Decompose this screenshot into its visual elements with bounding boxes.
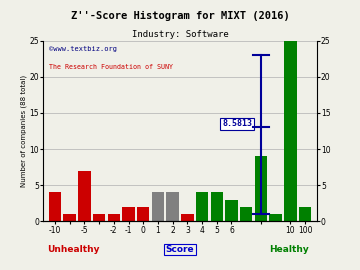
Bar xyxy=(137,207,149,221)
Bar xyxy=(299,207,311,221)
Text: 8.5813: 8.5813 xyxy=(222,119,252,128)
Bar xyxy=(93,214,105,221)
Bar xyxy=(196,193,208,221)
Text: Healthy: Healthy xyxy=(270,245,309,254)
Bar xyxy=(78,171,91,221)
Y-axis label: Number of companies (88 total): Number of companies (88 total) xyxy=(20,75,27,187)
Bar xyxy=(166,193,179,221)
Bar xyxy=(122,207,135,221)
Bar xyxy=(269,214,282,221)
Bar xyxy=(225,200,238,221)
Text: Unhealthy: Unhealthy xyxy=(47,245,100,254)
Text: Score: Score xyxy=(166,245,194,254)
Text: ©www.textbiz.org: ©www.textbiz.org xyxy=(49,46,117,52)
Bar xyxy=(63,214,76,221)
Bar xyxy=(152,193,164,221)
Bar xyxy=(181,214,194,221)
Text: The Research Foundation of SUNY: The Research Foundation of SUNY xyxy=(49,64,173,70)
Bar xyxy=(108,214,120,221)
Text: Z''-Score Histogram for MIXT (2016): Z''-Score Histogram for MIXT (2016) xyxy=(71,11,289,21)
Bar xyxy=(255,156,267,221)
Bar xyxy=(211,193,223,221)
Bar xyxy=(240,207,252,221)
Bar xyxy=(49,193,61,221)
Bar xyxy=(284,40,297,221)
Text: Industry: Software: Industry: Software xyxy=(132,30,228,39)
